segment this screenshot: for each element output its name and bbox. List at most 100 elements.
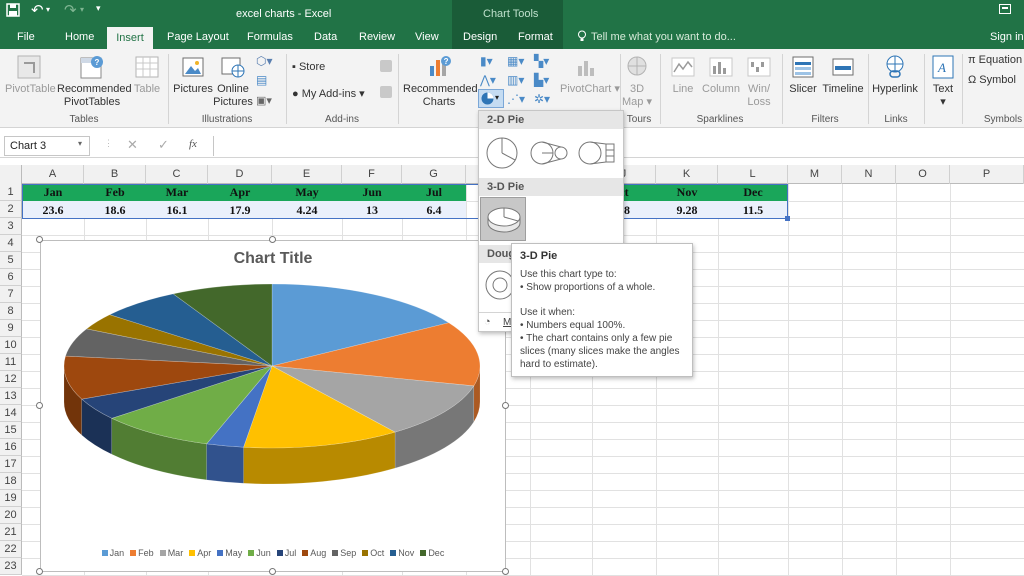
pie-3d-option[interactable] bbox=[480, 197, 526, 241]
pie-slice-mar[interactable] bbox=[271, 365, 475, 433]
bar-of-pie-option[interactable] bbox=[576, 135, 618, 171]
hierarchy-chart-icon[interactable]: ▦▾ bbox=[507, 54, 525, 68]
row-header[interactable]: 2 bbox=[0, 201, 22, 218]
tell-me-search[interactable]: Tell me what you want to do... bbox=[591, 31, 736, 43]
value-cell[interactable]: 17.9 bbox=[208, 201, 272, 219]
tab-review[interactable]: Review bbox=[359, 31, 396, 43]
row-header[interactable]: 4 bbox=[0, 235, 22, 252]
waterfall-chart-icon[interactable]: ▚▾ bbox=[534, 54, 550, 68]
doughnut-option[interactable] bbox=[484, 268, 516, 304]
row-header[interactable]: 5 bbox=[0, 252, 22, 269]
value-cell[interactable]: 13 bbox=[342, 201, 402, 219]
pie-slice-jul[interactable] bbox=[81, 365, 273, 419]
row-header[interactable]: 19 bbox=[0, 490, 22, 507]
row-header[interactable]: 16 bbox=[0, 439, 22, 456]
pie-slice-nov[interactable] bbox=[109, 293, 273, 367]
column-header[interactable]: E bbox=[272, 165, 342, 184]
row-header[interactable]: 23 bbox=[0, 558, 22, 575]
shapes-icon[interactable]: ⬡▾ bbox=[256, 54, 273, 68]
column-header[interactable]: O bbox=[896, 165, 950, 184]
legend-entry[interactable]: Dec bbox=[420, 548, 444, 558]
month-header-cell[interactable]: Jan bbox=[22, 184, 84, 201]
undo-icon[interactable]: ↶ bbox=[31, 2, 44, 19]
column-header[interactable]: M bbox=[788, 165, 842, 184]
tab-page-layout[interactable]: Page Layout bbox=[167, 31, 229, 43]
column-header[interactable]: G bbox=[402, 165, 466, 184]
row-header[interactable]: 18 bbox=[0, 473, 22, 490]
statistic-chart-icon[interactable]: ▥▾ bbox=[507, 73, 525, 87]
legend-entry[interactable]: Oct bbox=[362, 548, 384, 558]
pie-slice-aug[interactable] bbox=[63, 355, 273, 400]
name-box[interactable]: Chart 3 bbox=[4, 136, 90, 156]
row-header[interactable]: 1 bbox=[0, 184, 22, 201]
row-header[interactable]: 7 bbox=[0, 286, 22, 303]
chart-resize-handle[interactable] bbox=[502, 568, 509, 575]
pie-of-pie-option[interactable] bbox=[528, 135, 570, 171]
row-header[interactable]: 13 bbox=[0, 388, 22, 405]
month-header-cell[interactable]: Dec bbox=[718, 184, 788, 201]
line-chart-icon[interactable]: ⋀▾ bbox=[480, 73, 496, 87]
recommended-charts-button[interactable]: ? Recommended Charts bbox=[403, 54, 478, 109]
column-header[interactable]: C bbox=[146, 165, 208, 184]
month-header-cell[interactable]: May bbox=[272, 184, 342, 201]
select-all-corner[interactable] bbox=[0, 165, 22, 184]
row-header[interactable]: 8 bbox=[0, 303, 22, 320]
pie-slice-may[interactable] bbox=[206, 365, 273, 448]
tab-format[interactable]: Format bbox=[518, 31, 553, 43]
row-header[interactable]: 6 bbox=[0, 269, 22, 286]
name-box-dropdown-icon[interactable]: ▾ bbox=[78, 139, 83, 148]
chart-resize-handle[interactable] bbox=[36, 402, 43, 409]
column-header[interactable]: N bbox=[842, 165, 896, 184]
pie-slice-sep[interactable] bbox=[65, 328, 273, 367]
range-resize-handle[interactable] bbox=[785, 216, 790, 221]
pie-slice-oct[interactable] bbox=[85, 314, 273, 367]
legend-entry[interactable]: Jul bbox=[276, 548, 296, 558]
undo-dropdown-icon[interactable]: ▾ bbox=[46, 5, 51, 14]
legend-entry[interactable]: Aug bbox=[302, 548, 326, 558]
column-header[interactable]: F bbox=[342, 165, 402, 184]
month-header-cell[interactable]: Jul bbox=[402, 184, 466, 201]
value-cell[interactable]: 11.5 bbox=[718, 201, 788, 219]
row-header[interactable]: 3 bbox=[0, 218, 22, 235]
ribbon-display-icon[interactable] bbox=[999, 4, 1011, 17]
pie-slice-side-may[interactable] bbox=[206, 443, 244, 484]
pie-chart-dropdown-button[interactable]: ▾ bbox=[478, 89, 504, 108]
pie-slice-side-mar[interactable] bbox=[394, 385, 475, 469]
pie-2d-option[interactable] bbox=[484, 135, 520, 171]
tab-view[interactable]: View bbox=[415, 31, 439, 43]
row-header[interactable]: 10 bbox=[0, 337, 22, 354]
row-header[interactable]: 17 bbox=[0, 456, 22, 473]
legend-entry[interactable]: May bbox=[217, 548, 242, 558]
slicer-button[interactable]: Slicer bbox=[787, 54, 819, 96]
legend-entry[interactable]: Apr bbox=[189, 548, 211, 558]
column-header[interactable]: L bbox=[718, 165, 788, 184]
legend-entry[interactable]: Sep bbox=[332, 548, 356, 558]
pie-chart-plot[interactable] bbox=[40, 240, 506, 572]
scatter-chart-icon[interactable]: ⋰▾ bbox=[507, 92, 526, 106]
tab-file[interactable]: File bbox=[17, 31, 35, 43]
column-header[interactable]: P bbox=[950, 165, 1024, 184]
pie-slice-dec[interactable] bbox=[172, 283, 273, 367]
chart-title[interactable]: Chart Title bbox=[233, 250, 313, 267]
sign-in-link[interactable]: Sign in bbox=[990, 31, 1024, 43]
legend-entry[interactable]: Jan bbox=[101, 548, 124, 558]
month-header-cell[interactable]: Mar bbox=[146, 184, 208, 201]
tab-design[interactable]: Design bbox=[463, 31, 498, 43]
chart-resize-handle[interactable] bbox=[269, 236, 276, 243]
chart-resize-handle[interactable] bbox=[36, 568, 43, 575]
row-header[interactable]: 11 bbox=[0, 354, 22, 371]
pie-slice-jan[interactable] bbox=[271, 283, 450, 367]
row-header[interactable]: 22 bbox=[0, 541, 22, 558]
row-header[interactable]: 9 bbox=[0, 320, 22, 337]
online-pictures-button[interactable]: Online Pictures bbox=[213, 54, 253, 109]
combo-chart-icon[interactable]: ▙▾ bbox=[534, 73, 550, 87]
row-header[interactable]: 20 bbox=[0, 507, 22, 524]
month-header-cell[interactable]: Nov bbox=[656, 184, 718, 201]
customize-qat-icon[interactable]: ▾ bbox=[96, 3, 101, 13]
column-chart-icon[interactable]: ▮▾ bbox=[480, 54, 493, 68]
value-cell[interactable]: 23.6 bbox=[22, 201, 84, 219]
column-header[interactable]: D bbox=[208, 165, 272, 184]
screenshot-icon[interactable]: ▣▾ bbox=[256, 95, 272, 107]
symbol-button[interactable]: Ω Symbol bbox=[968, 74, 1016, 86]
value-cell[interactable]: 4.24 bbox=[272, 201, 342, 219]
